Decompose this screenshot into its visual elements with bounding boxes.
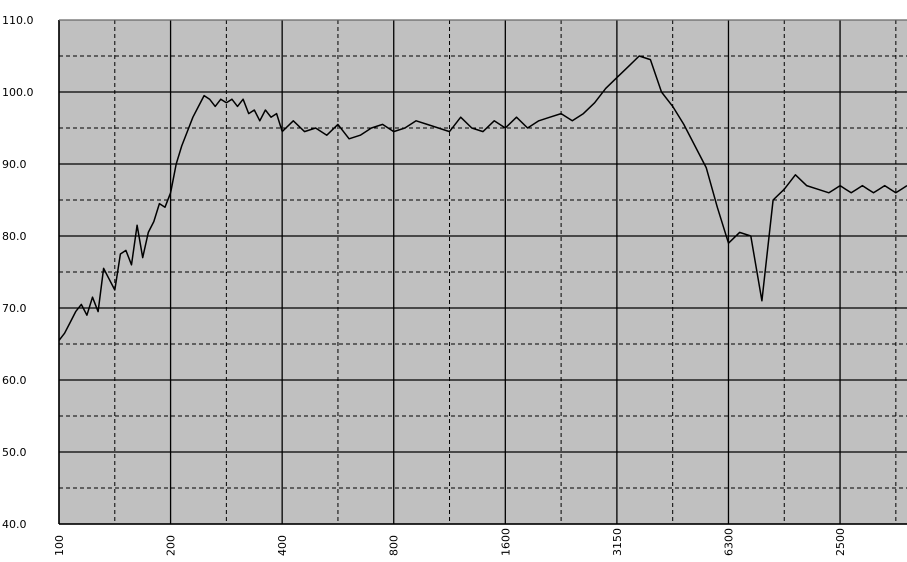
x-axis-tick-labels: 100 200 400 800 1600 3150 6300 2500 bbox=[53, 528, 847, 556]
minor-gridlines bbox=[59, 20, 907, 524]
x-tick-label: 3150 bbox=[611, 528, 624, 556]
y-axis-tick-labels: 40.0 50.0 60.0 70.0 80.0 90.0 100.0 110.0 bbox=[2, 14, 34, 531]
series-layer bbox=[58, 55, 907, 341]
x-tick-label: 6300 bbox=[723, 528, 736, 556]
x-tick-label: 400 bbox=[276, 535, 289, 556]
plot-border bbox=[58, 19, 907, 525]
y-tick-label: 60.0 bbox=[2, 374, 27, 387]
y-tick-label: 80.0 bbox=[2, 230, 27, 243]
y-tick-label: 110.0 bbox=[2, 14, 34, 27]
series-line-0 bbox=[58, 55, 907, 341]
y-tick-label: 70.0 bbox=[2, 302, 27, 315]
y-tick-label: 90.0 bbox=[2, 158, 27, 171]
y-tick-label: 40.0 bbox=[2, 518, 27, 531]
y-tick-label: 100.0 bbox=[2, 86, 34, 99]
x-tick-label: 800 bbox=[388, 535, 401, 556]
x-tick-label: 2500 bbox=[834, 528, 847, 556]
x-tick-label: 1600 bbox=[499, 528, 512, 556]
y-tick-label: 50.0 bbox=[2, 446, 27, 459]
x-tick-label: 200 bbox=[165, 535, 178, 556]
x-tick-label: 100 bbox=[53, 535, 66, 556]
